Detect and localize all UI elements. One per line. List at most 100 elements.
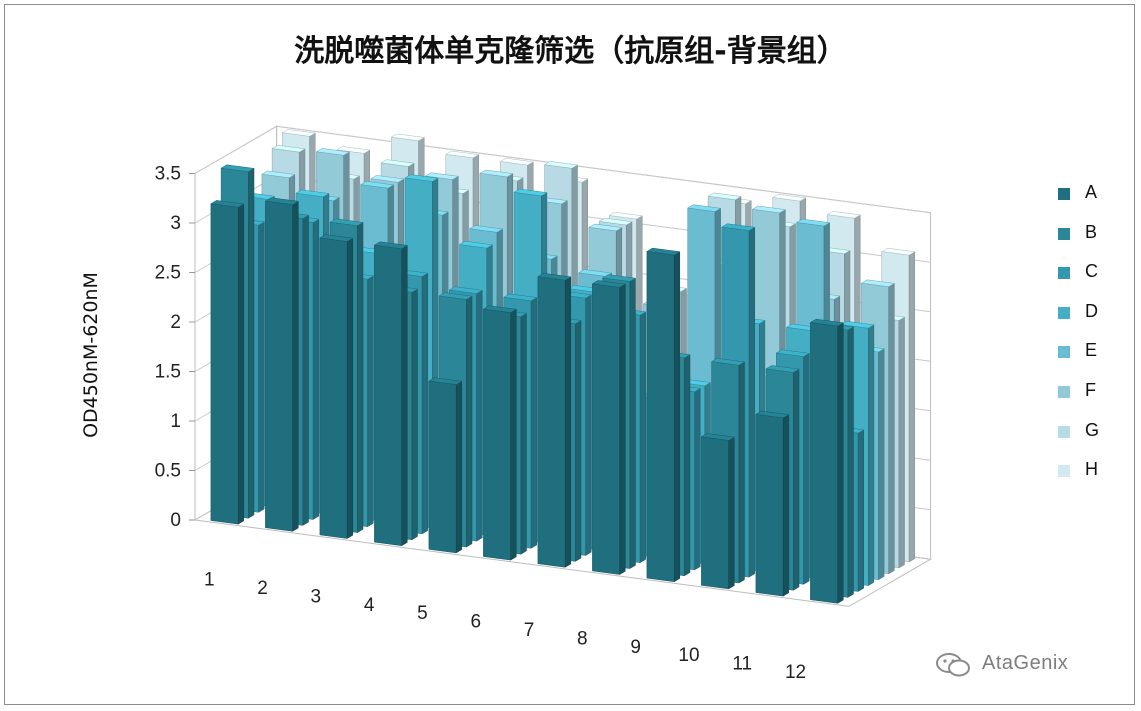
legend-swatch — [1058, 306, 1070, 319]
y-tick-label: 0 — [170, 510, 181, 531]
bar-top-face — [513, 188, 548, 197]
bar — [755, 410, 790, 597]
bar-top-face — [700, 433, 736, 441]
legend-swatch — [1058, 346, 1070, 359]
bar-top-face — [755, 410, 790, 419]
bar-top-face — [468, 225, 504, 233]
bar-side-face — [367, 275, 374, 528]
bar-top-face — [765, 365, 800, 373]
legend-label: A — [1085, 182, 1098, 202]
bar-side-face — [782, 414, 790, 597]
bar — [646, 247, 681, 583]
y-tick-label: 1.5 — [155, 362, 181, 383]
bar-side-face — [908, 251, 915, 563]
bar-side-face — [728, 436, 735, 590]
bar-top-face — [438, 292, 473, 300]
bar-top-face — [428, 377, 463, 385]
y-axis-title: OD450nM-620nM — [80, 272, 102, 438]
bar-side-face — [738, 361, 745, 584]
bar-top-face — [860, 279, 896, 287]
bar — [428, 377, 463, 554]
bar-top-face — [772, 193, 807, 202]
bar — [264, 197, 300, 532]
legend-item: D — [1058, 301, 1128, 327]
watermark-text: AtaGenix — [982, 652, 1069, 674]
bar-top-face — [329, 218, 364, 226]
wechat-icon — [936, 653, 970, 677]
x-tick-label: 2 — [257, 578, 268, 599]
x-tick-label: 12 — [785, 662, 806, 683]
bar-top-face — [264, 197, 300, 205]
legend-label: D — [1085, 300, 1098, 321]
bar — [210, 200, 245, 525]
bar-side-face — [455, 380, 463, 554]
bar-front-face — [428, 380, 457, 554]
x-tick-label: 3 — [311, 586, 322, 607]
bar-side-face — [868, 324, 875, 587]
bar-side-face — [629, 277, 636, 570]
bar-front-face — [483, 308, 511, 561]
bar-side-face — [237, 203, 245, 525]
bar-front-face — [319, 237, 348, 539]
bar-side-face — [292, 200, 299, 532]
bars — [210, 129, 916, 604]
y-tick-label: 2.5 — [155, 263, 181, 284]
bar-side-face — [520, 312, 527, 555]
bar-front-face — [374, 244, 402, 546]
x-tick-label: 11 — [732, 654, 752, 675]
bar-side-face — [248, 167, 255, 519]
bar-side-face — [684, 354, 691, 577]
bar-top-face — [482, 305, 518, 313]
bar-top-face — [537, 273, 572, 281]
bar-top-face — [404, 174, 439, 182]
bar-top-face — [448, 286, 483, 294]
bar-side-face — [346, 237, 354, 539]
y-tick-labels: 0 0.5 1 1.5 2 2.5 3 3.5 — [155, 164, 181, 532]
bar-side-face — [476, 289, 483, 542]
bar-top-face — [210, 200, 245, 208]
legend-item: E — [1058, 340, 1128, 366]
legend-swatch — [1058, 267, 1070, 280]
legend-swatch — [1058, 465, 1070, 478]
bar-side-face — [673, 251, 681, 583]
bar-top-face — [686, 204, 722, 212]
bar-top-face — [826, 211, 861, 219]
bar-top-face — [458, 240, 494, 249]
bar — [700, 433, 736, 590]
chart-title: 洗脱噬菌体单克隆筛选（抗原组-背景组） — [294, 34, 847, 69]
bar-top-face — [390, 133, 425, 142]
bar-top-face — [751, 205, 787, 214]
bar-side-face — [793, 368, 800, 591]
bar-top-face — [710, 358, 746, 366]
bar-side-face — [878, 348, 885, 581]
bar-top-face — [840, 321, 875, 329]
legend-label: F — [1085, 380, 1096, 400]
bar-top-face — [543, 161, 579, 169]
bar-top-face — [499, 157, 534, 166]
x-tick-label: 7 — [524, 620, 535, 641]
bar-side-face — [888, 282, 895, 575]
bar — [319, 234, 354, 539]
bar-side-face — [466, 295, 473, 548]
bar-side-face — [837, 322, 844, 604]
bar — [373, 241, 409, 547]
bar-front-face — [810, 322, 838, 604]
bar-top-face — [479, 169, 514, 178]
bar-side-face — [510, 308, 517, 561]
legend-swatch — [1058, 425, 1070, 438]
bar-top-face — [775, 349, 810, 357]
y-tick-label: 1 — [170, 411, 181, 432]
bar-top-face — [707, 192, 742, 201]
y-tick-label: 3.5 — [155, 164, 181, 185]
bar-side-face — [694, 387, 701, 571]
x-tick-labels: 1 2 3 4 5 6 7 8 9 10 11 12 — [204, 570, 806, 683]
bar-top-face — [281, 129, 316, 137]
legend-label: B — [1085, 221, 1098, 242]
bar-side-face — [564, 276, 572, 568]
bar-top-face — [261, 170, 296, 179]
y-tick-label: 3 — [170, 213, 181, 234]
bar-top-face — [795, 218, 831, 227]
legend-item: A — [1058, 182, 1128, 208]
bar-side-face — [302, 214, 309, 526]
bar-top-face — [271, 144, 306, 153]
